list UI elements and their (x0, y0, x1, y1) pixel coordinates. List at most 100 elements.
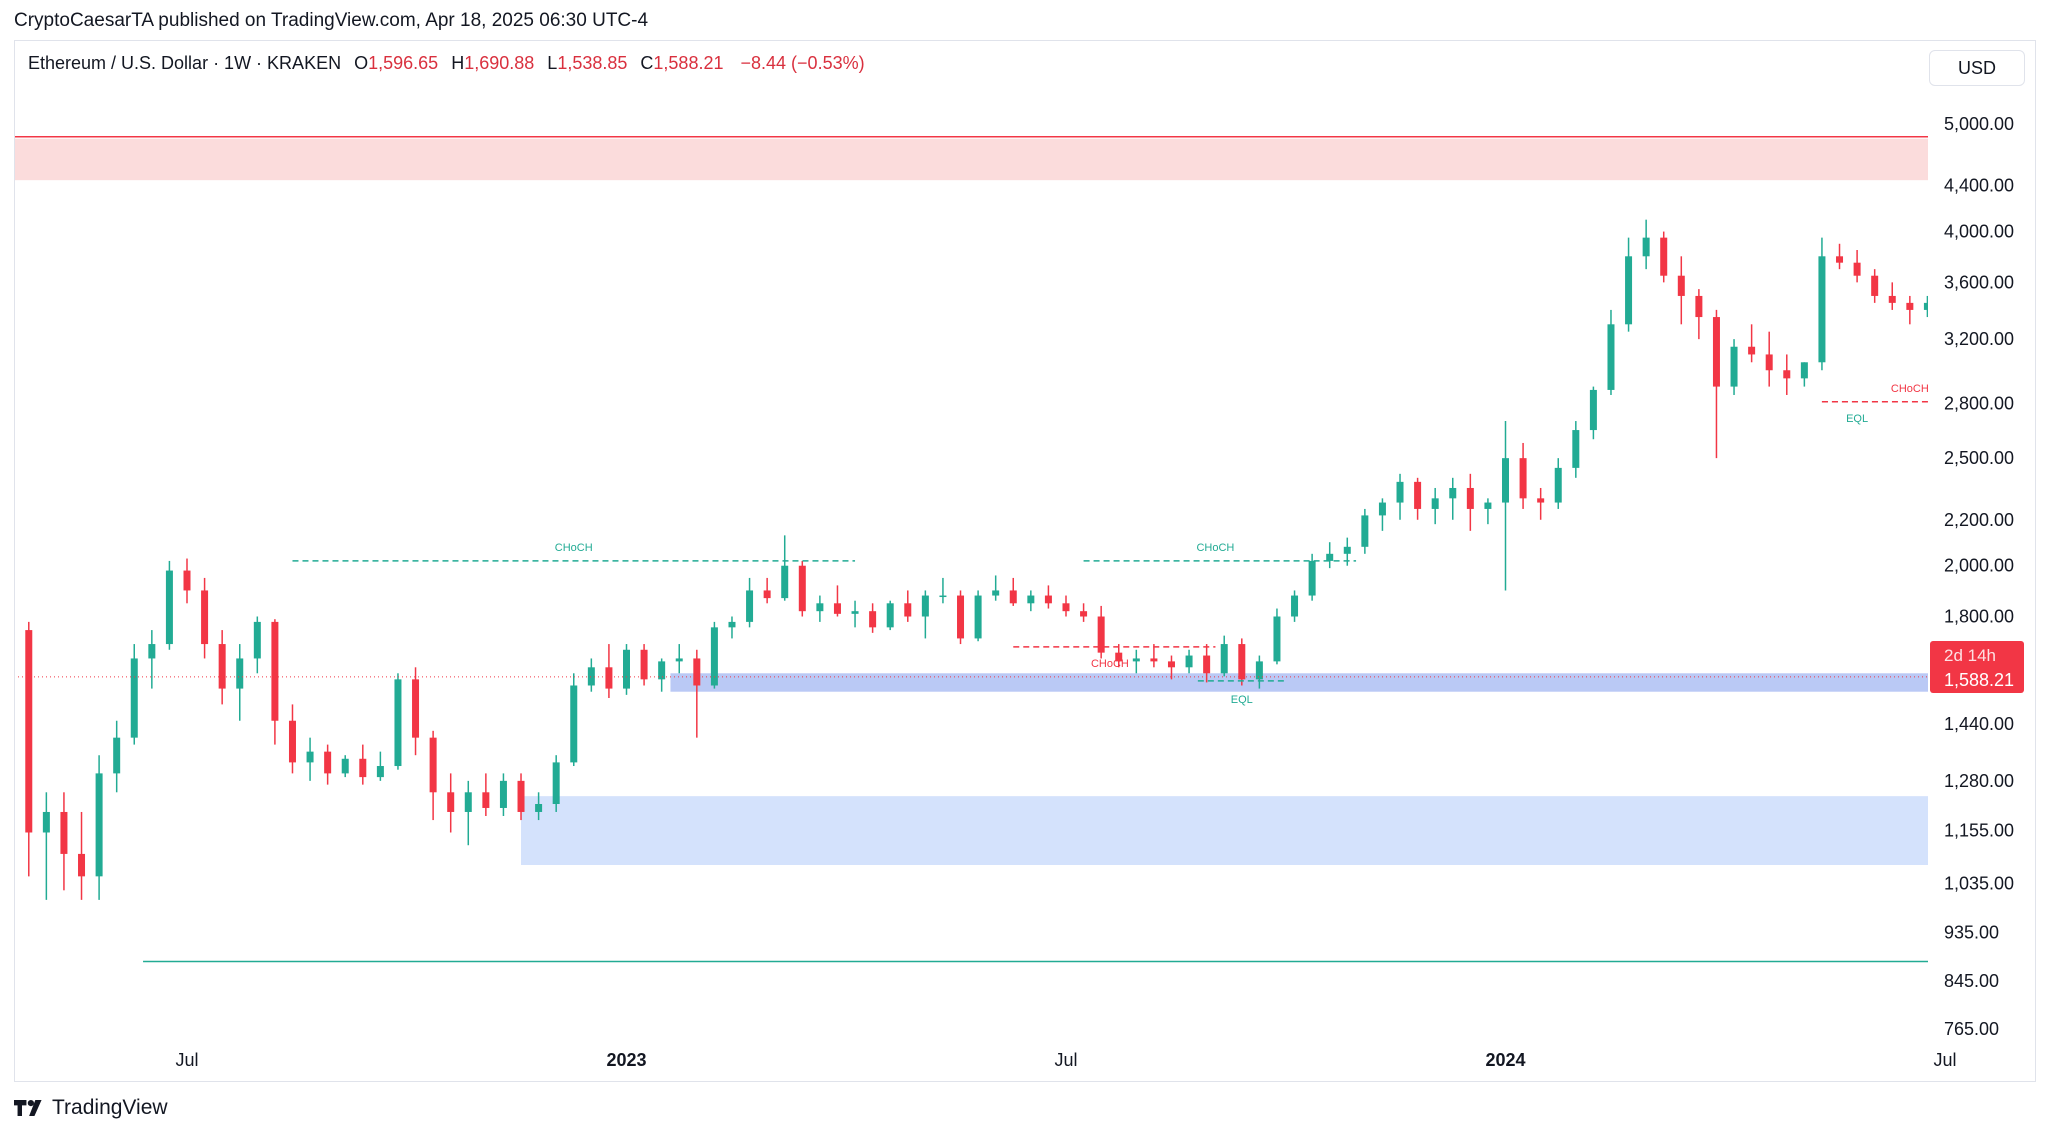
candle-body (1255, 661, 1263, 680)
candle (1062, 595, 1070, 617)
candle-body (1519, 458, 1527, 499)
candle-body (869, 611, 877, 628)
last-price-badge-bg (1930, 641, 2024, 693)
candle (1466, 473, 1474, 531)
candle (939, 577, 947, 604)
demand_light-zone (521, 796, 1928, 865)
candle (324, 744, 332, 785)
candle (1853, 249, 1861, 283)
candle (148, 630, 156, 689)
candle-body (201, 590, 209, 645)
candle (1572, 421, 1580, 478)
demand-zone (670, 673, 1928, 692)
candle-body (42, 811, 50, 833)
candle (1748, 324, 1756, 363)
candle-body (1167, 661, 1175, 668)
structure-label: CHoCH (555, 542, 593, 554)
candle (1203, 644, 1211, 683)
candle-body (816, 603, 824, 612)
candle-body (1238, 644, 1246, 680)
candle (605, 644, 613, 699)
candle-body (1871, 275, 1879, 296)
y-axis-tick-label: 5,000.00 (1944, 114, 2014, 134)
last-price-badge: 2d 14h 1,588.21 (1930, 641, 2024, 693)
candle (25, 621, 33, 877)
candle-body (306, 751, 314, 763)
candle-body (1607, 324, 1615, 390)
x-axis-tick-label: Jul (1933, 1050, 1956, 1070)
candle (1361, 508, 1369, 554)
candle-body (1115, 652, 1123, 662)
candle (464, 780, 472, 846)
candle-body (113, 737, 121, 774)
candle-body (1660, 237, 1668, 276)
y-axis-tick-label: 2,000.00 (1944, 556, 2014, 576)
candle-body (359, 758, 367, 778)
candle-body (1853, 262, 1861, 276)
x-axis-tick-label: Jul (1054, 1050, 1077, 1070)
candle-body (1695, 295, 1703, 318)
candle (833, 585, 841, 617)
candle-body (324, 751, 332, 774)
open-label: O (354, 53, 369, 73)
candle-body (1396, 481, 1404, 503)
currency-button[interactable]: USD (1929, 50, 2025, 86)
candle-body (499, 780, 507, 808)
supply-zone (15, 138, 1928, 181)
candle-body (552, 762, 560, 805)
candle (253, 616, 261, 674)
y-axis-tick-label: 1,800.00 (1944, 607, 2014, 627)
candle (1167, 655, 1175, 680)
candle (42, 792, 50, 900)
candle-body (781, 565, 789, 599)
candle (1906, 295, 1914, 325)
candle (1923, 295, 1928, 318)
candle-body (710, 627, 718, 686)
candle-body (1748, 346, 1756, 355)
candle-body (640, 649, 648, 680)
candle-body (1185, 655, 1193, 668)
symbol-title[interactable]: Ethereum / U.S. Dollar · 1W · KRAKEN (28, 53, 342, 73)
candle (60, 792, 68, 891)
candle (746, 577, 754, 628)
candle (306, 737, 314, 781)
candle (1132, 649, 1140, 674)
candle (1800, 362, 1808, 387)
candle-body (1414, 481, 1422, 509)
candle (482, 773, 490, 817)
open-value: 1,596.65 (368, 53, 439, 73)
candle-body (8, 617, 15, 631)
y-axis-tick-label: 1,035.00 (1944, 873, 2014, 893)
candle-body (798, 565, 806, 612)
publisher-line: CryptoCaesarTA published on TradingView.… (14, 10, 649, 31)
candle (1044, 585, 1052, 609)
candle-body (236, 658, 244, 689)
candle-body (833, 603, 841, 614)
tradingview-footer[interactable]: TradingView (14, 1096, 168, 1120)
candle-body (412, 679, 420, 738)
high-value: 1,690.88 (464, 53, 535, 73)
candle-body (1062, 603, 1070, 612)
candle (535, 792, 543, 821)
candle (992, 575, 1000, 601)
candle-body (482, 792, 490, 808)
plot-area: Weak HighStrong LowCHoCHCHoCHCHoCHCHoCHC… (8, 135, 1928, 963)
candle (623, 644, 630, 695)
y-axis-tick-label: 3,600.00 (1944, 272, 2014, 292)
candle (1730, 339, 1738, 395)
candle (341, 755, 349, 778)
candle (1009, 577, 1017, 606)
candle-body (1783, 370, 1791, 379)
candle (1818, 237, 1826, 371)
candle (1326, 542, 1334, 569)
candle (1396, 473, 1404, 520)
candle-body (25, 630, 33, 833)
candle (974, 590, 982, 642)
candle-body (1572, 430, 1580, 468)
candle (95, 755, 103, 900)
candle (1712, 309, 1720, 459)
candle (1589, 386, 1597, 440)
structure-label: CHoCH (1196, 542, 1234, 554)
candle-body (218, 644, 226, 689)
